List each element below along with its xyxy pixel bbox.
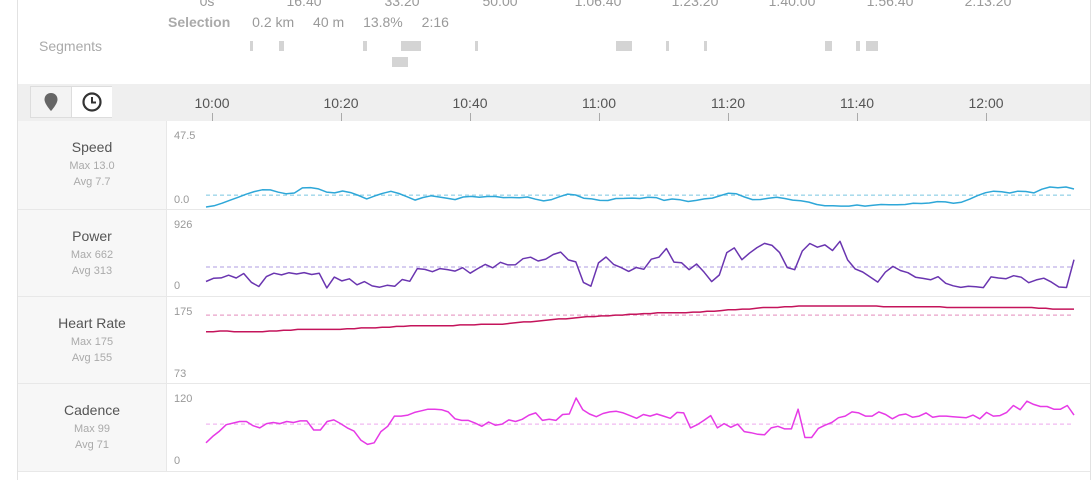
time-tick-mark <box>599 113 600 121</box>
cadence-row: Cadence Max 99 Avg 71 120 0 <box>18 384 1090 472</box>
metric-title: Power <box>72 228 112 244</box>
heart_rate-series-line <box>206 305 1074 333</box>
selection-label: Selection <box>168 14 231 30</box>
segments-label: Segments <box>39 38 103 54</box>
y-max-label: 47.5 <box>174 130 196 142</box>
segment-bar[interactable] <box>666 41 669 51</box>
heart-rate-row: Heart Rate Max 175 Avg 155 175 73 <box>18 297 1090 384</box>
metric-max: Max 175 <box>70 336 114 348</box>
time-tick-label: 11:40 <box>840 95 874 111</box>
map-pin-icon <box>44 93 58 111</box>
elapsed-tick: 33:20 <box>384 0 420 9</box>
y-min-label: 73 <box>174 368 187 380</box>
segment-bar[interactable] <box>250 41 253 51</box>
power-row: Power Max 662 Avg 313 926 0 <box>18 210 1090 297</box>
time-tick-mark <box>986 113 987 121</box>
time-tick-mark <box>728 113 729 121</box>
y-min-label: 0 <box>174 280 181 292</box>
y-min-label: 0 <box>174 455 181 467</box>
segment-bar[interactable] <box>704 41 707 51</box>
time-mode-button[interactable] <box>72 87 112 117</box>
time-tick-mark <box>857 113 858 121</box>
heart-rate-label-panel: Heart Rate Max 175 Avg 155 <box>18 297 167 383</box>
metric-avg: Avg 313 <box>71 265 113 277</box>
clock-icon <box>82 92 102 112</box>
cadence-plot <box>205 397 1075 446</box>
power-series-line <box>205 240 1075 289</box>
distance-mode-button[interactable] <box>31 87 72 117</box>
speed-chart[interactable]: 47.5 0.0 <box>168 121 1090 209</box>
segment-bar[interactable] <box>825 41 832 51</box>
elapsed-tick: 1:23:20 <box>671 0 719 9</box>
time-tick-label: 12:00 <box>968 95 1004 111</box>
elapsed-tick: 16:40 <box>286 0 322 9</box>
time-tick-label: 11:00 <box>582 95 616 111</box>
metric-avg: Avg 71 <box>74 439 110 451</box>
segment-bar[interactable] <box>616 41 632 51</box>
selection-elevation: 40 m <box>313 14 345 30</box>
selection-percent: 13.8% <box>363 14 403 30</box>
elapsed-tick: 1:40:00 <box>768 0 816 9</box>
power-label-panel: Power Max 662 Avg 313 <box>18 210 167 296</box>
clock-time-axis: 10:00 10:20 10:40 11:00 11:20 11:40 12:0… <box>168 84 1090 121</box>
frame-left-border <box>17 0 18 480</box>
cadence-series-line <box>205 397 1075 446</box>
speed-series-line <box>205 186 1075 208</box>
axis-mode-toggle <box>30 86 112 118</box>
y-max-label: 120 <box>174 393 193 405</box>
time-tick-mark <box>341 113 342 121</box>
metric-avg: Avg 155 <box>71 352 113 364</box>
metric-title: Cadence <box>63 402 121 418</box>
time-tick-mark <box>470 113 471 121</box>
segment-bar[interactable] <box>866 41 878 51</box>
metric-max: Max 662 <box>70 249 114 261</box>
metric-title: Speed <box>71 139 113 155</box>
y-max-label: 926 <box>174 219 193 231</box>
y-max-label: 175 <box>174 306 193 318</box>
selection-summary: Selection 0.2 km 40 m 13.8% 2:16 <box>168 14 464 30</box>
heart-rate-chart[interactable]: 175 73 <box>168 297 1090 383</box>
elapsed-tick: 0s <box>199 0 215 9</box>
speed-row: Speed Max 13.0 Avg 7.7 47.5 0.0 <box>18 121 1090 210</box>
time-tick-mark <box>212 113 213 121</box>
metric-title: Heart Rate <box>58 315 126 331</box>
selection-distance: 0.2 km <box>252 14 295 30</box>
chart-toolbar: 10:00 10:20 10:40 11:00 11:20 11:40 12:0… <box>18 84 1090 121</box>
time-tick-label: 11:20 <box>711 95 745 111</box>
time-tick-label: 10:20 <box>323 95 359 111</box>
elapsed-time-axis: 0s 16:40 33:20 50:00 1:06:40 1:23:20 1:4… <box>0 0 1092 9</box>
elapsed-tick: 1:56:40 <box>866 0 914 9</box>
elapsed-tick: 2:13:20 <box>964 0 1012 9</box>
elapsed-tick: 50:00 <box>482 0 518 9</box>
metric-max: Max 99 <box>73 423 111 435</box>
segment-bar[interactable] <box>279 41 284 51</box>
time-tick-label: 10:40 <box>452 95 488 111</box>
cadence-chart[interactable]: 120 0 <box>168 384 1090 471</box>
power-plot <box>205 240 1075 289</box>
selection-duration: 2:16 <box>421 14 449 30</box>
speed-label-panel: Speed Max 13.0 Avg 7.7 <box>18 121 167 209</box>
y-min-label: 0.0 <box>174 194 190 206</box>
segment-bar[interactable] <box>401 41 421 51</box>
metric-max: Max 13.0 <box>69 160 115 172</box>
frame-right-border <box>1090 0 1091 480</box>
time-tick-label: 10:00 <box>194 95 230 111</box>
elapsed-tick: 1:06:40 <box>574 0 622 9</box>
cadence-label-panel: Cadence Max 99 Avg 71 <box>18 384 167 471</box>
heart-rate-plot <box>206 305 1074 333</box>
metric-avg: Avg 7.7 <box>73 176 111 188</box>
power-chart[interactable]: 926 0 <box>168 210 1090 296</box>
segment-bar[interactable] <box>392 57 408 67</box>
segment-bar[interactable] <box>856 41 860 51</box>
segment-bar[interactable] <box>475 41 478 51</box>
speed-plot <box>205 186 1075 208</box>
segment-bar[interactable] <box>363 41 367 51</box>
